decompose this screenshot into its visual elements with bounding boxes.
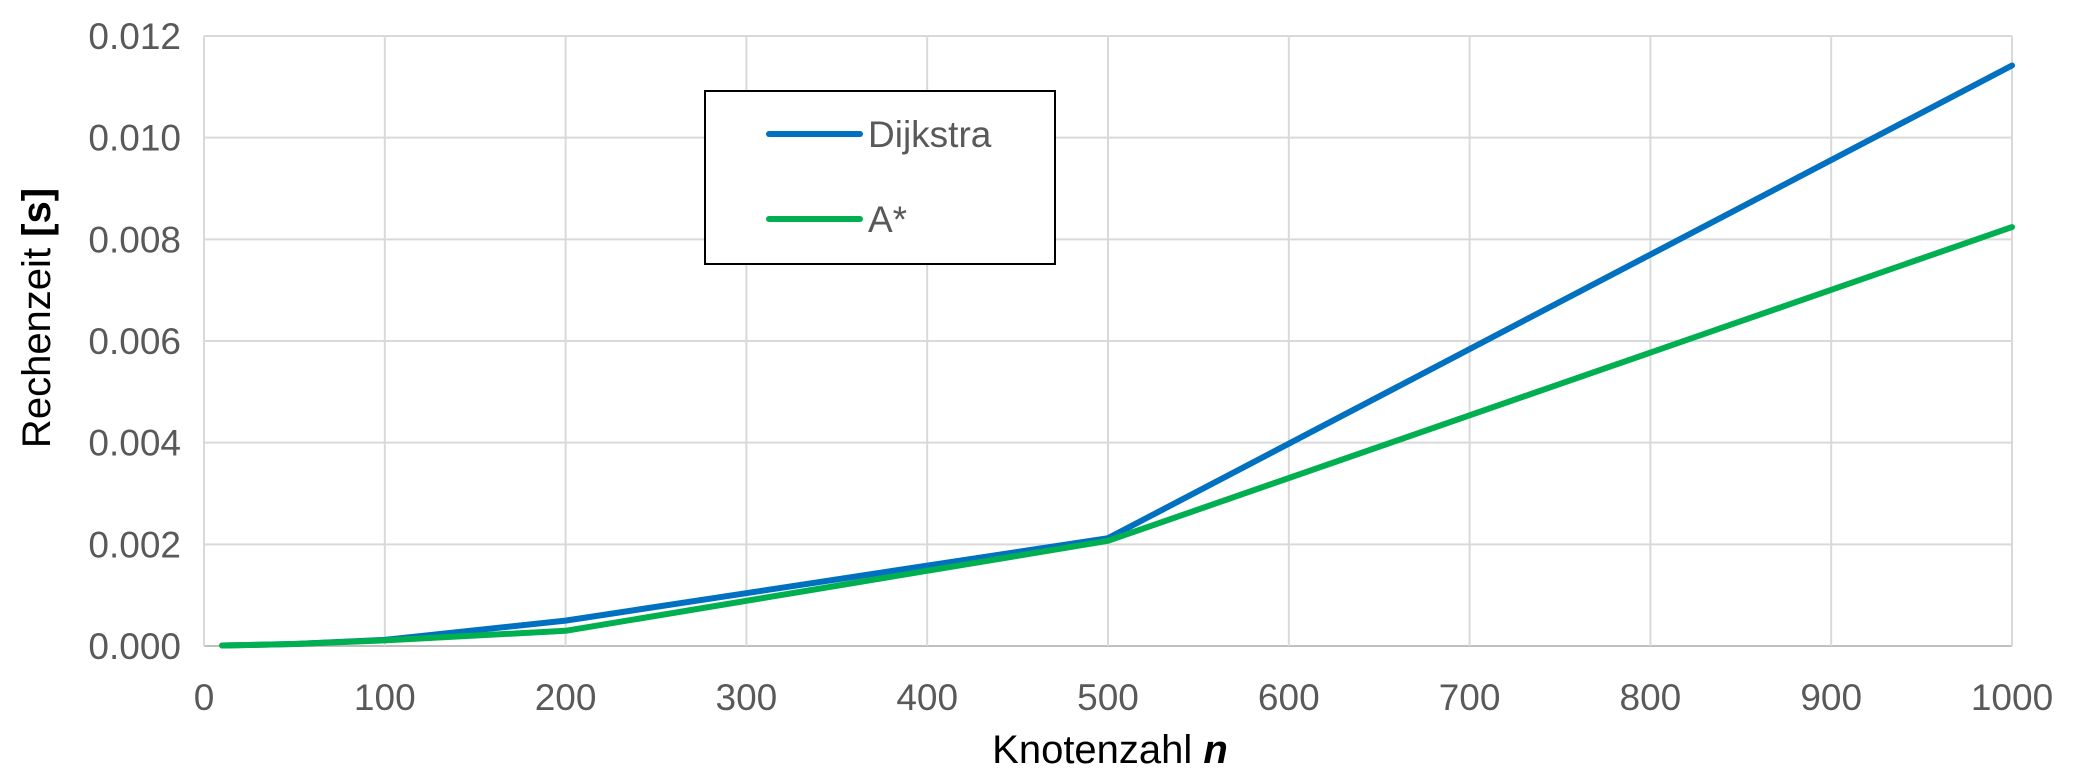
y-axis-label: Rechenzeit (15, 248, 59, 448)
x-tick-label: 0 (194, 677, 215, 718)
x-tick-labels: 0 100 200 300 400 500 600 700 800 900 1000 (194, 677, 2053, 718)
y-tick-label: 0.000 (88, 626, 181, 667)
x-axis-label: Knotenzahl (992, 728, 1192, 772)
x-tick-label: 100 (354, 677, 416, 718)
legend-label-astar: A* (868, 199, 907, 240)
legend: Dijkstra A* (704, 90, 1056, 265)
x-tick-label: 300 (716, 677, 778, 718)
y-tick-label: 0.006 (88, 321, 181, 362)
y-tick-label: 0.008 (88, 219, 181, 260)
legend-box (704, 90, 1056, 265)
y-axis-unit: [s] (15, 188, 59, 237)
y-axis-title: Rechenzeit [s] (15, 188, 59, 448)
legend-label-dijkstra: Dijkstra (868, 114, 992, 155)
grid-lines (203, 35, 2013, 647)
series-line-dijkstra (219, 62, 2015, 649)
x-axis-variable: n (1203, 728, 1227, 772)
series-line-astar (219, 224, 2015, 649)
y-tick-label: 0.010 (88, 118, 181, 159)
x-tick-label: 1000 (1971, 677, 2053, 718)
series-lines (219, 62, 2015, 649)
y-tick-label: 0.002 (88, 524, 181, 565)
x-tick-label: 700 (1439, 677, 1501, 718)
x-tick-label: 200 (535, 677, 597, 718)
x-tick-label: 800 (1620, 677, 1682, 718)
y-tick-label: 0.004 (88, 423, 181, 464)
y-tick-label: 0.012 (88, 16, 181, 57)
x-tick-label: 500 (1077, 677, 1139, 718)
x-tick-label: 900 (1800, 677, 1862, 718)
x-axis-title: Knotenzahl n (992, 728, 1228, 772)
x-tick-label: 400 (896, 677, 958, 718)
x-tick-label: 600 (1258, 677, 1320, 718)
y-tick-labels: 0.000 0.002 0.004 0.006 0.008 0.010 0.012 (88, 16, 181, 667)
